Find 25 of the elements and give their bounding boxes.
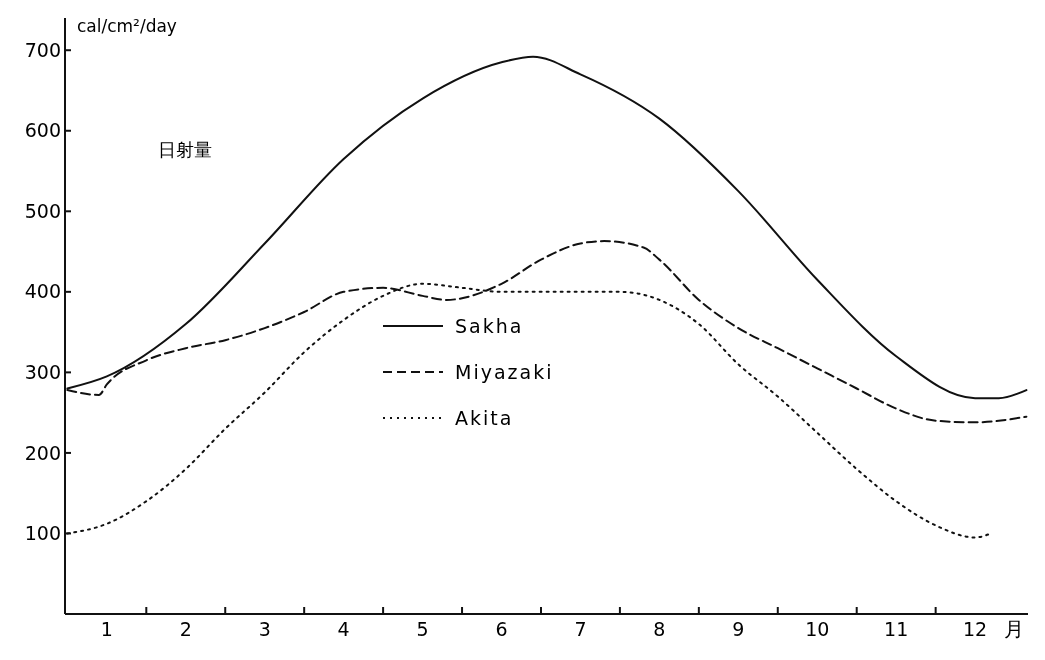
y-tick-label: 400 (24, 280, 61, 303)
x-tick-label: 11 (884, 618, 909, 640)
x-tick-label: 12 (963, 618, 988, 640)
annotation: 日射量 (158, 139, 212, 160)
y-tick-label: 200 (24, 441, 61, 464)
legend-label: Sakha (455, 314, 524, 337)
legend-label: Miyazaki (455, 360, 554, 383)
x-tick-label: 2 (179, 618, 192, 640)
y-tick-label: 700 (24, 38, 61, 61)
x-axis-title: 月 (1004, 617, 1024, 641)
x-tick-label: 8 (653, 618, 666, 640)
y-tick-label: 600 (24, 119, 61, 142)
y-axis-title: cal/cm²/day (77, 16, 177, 36)
y-tick-label: 300 (24, 361, 61, 384)
y-tick-label: 500 (24, 199, 61, 222)
y-tick-label: 100 (24, 522, 61, 545)
x-tick-label: 4 (337, 618, 350, 640)
x-tick-label: 6 (495, 618, 508, 640)
legend-label: Akita (455, 406, 514, 429)
x-tick-label: 5 (416, 618, 429, 640)
x-tick-label: 3 (258, 618, 271, 640)
x-tick-label: 10 (805, 618, 830, 640)
x-tick-label: 1 (100, 618, 113, 640)
x-tick-label: 9 (732, 618, 745, 640)
x-tick-label: 7 (574, 618, 587, 640)
